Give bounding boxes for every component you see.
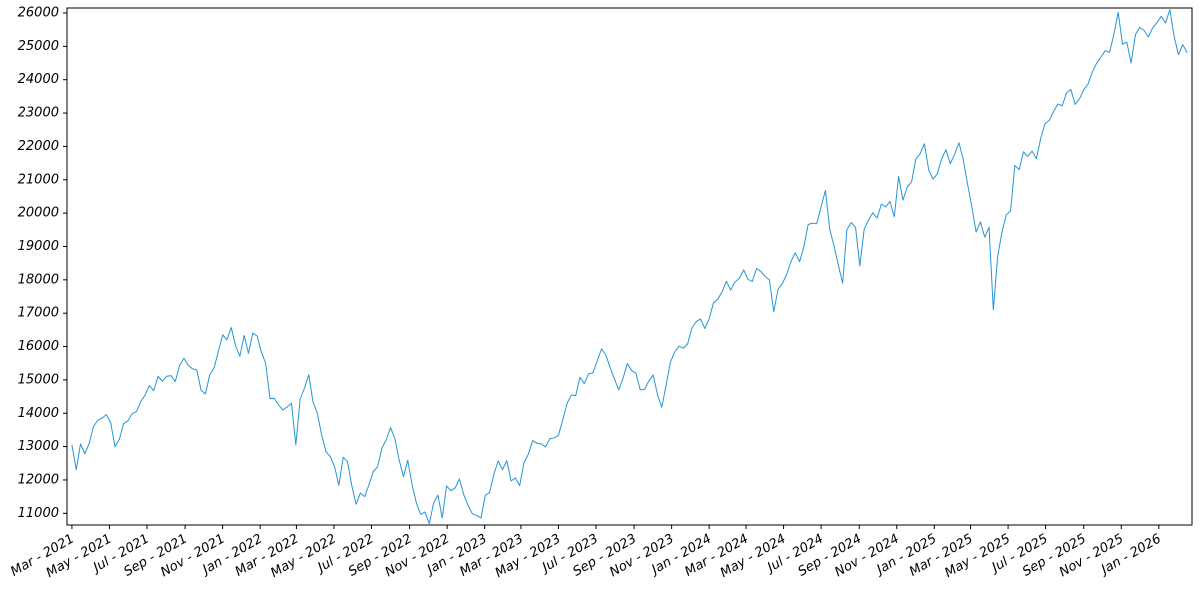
y-tick-label: 19000: [18, 239, 59, 254]
y-tick-label: 13000: [18, 439, 59, 454]
y-tick-label: 16000: [18, 339, 59, 354]
y-tick-label: 12000: [18, 472, 59, 487]
plot-frame: [66, 7, 1193, 526]
y-tick-label: 21000: [18, 172, 59, 187]
y-tick-label: 11000: [18, 506, 59, 521]
price-line-series: [71, 9, 1188, 525]
y-tick-label: 17000: [18, 306, 59, 321]
y-tick-label: 15000: [18, 372, 59, 387]
y-tick-label: 25000: [18, 39, 59, 54]
y-tick-label: 22000: [18, 139, 59, 154]
y-tick-label: 23000: [18, 106, 59, 121]
y-tick-label: 18000: [18, 272, 59, 287]
y-tick-label: 14000: [18, 406, 59, 421]
y-tick-label: 24000: [18, 72, 59, 87]
y-tick-label: 26000: [18, 6, 59, 21]
y-tick-label: 20000: [18, 206, 59, 221]
